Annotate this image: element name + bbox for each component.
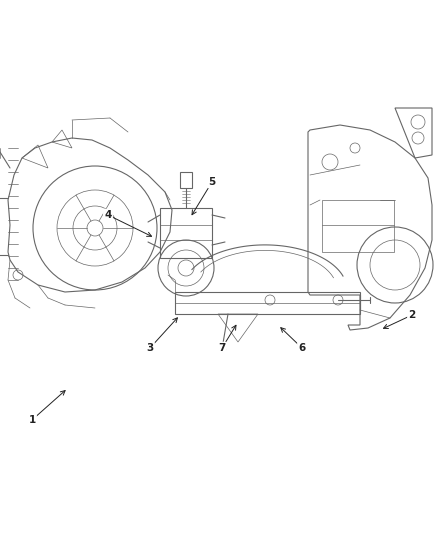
Text: 6: 6 — [298, 343, 306, 353]
Text: 5: 5 — [208, 177, 215, 187]
Text: 4: 4 — [104, 210, 112, 220]
Text: 7: 7 — [218, 343, 226, 353]
Text: 2: 2 — [408, 310, 416, 320]
Text: 3: 3 — [146, 343, 154, 353]
Text: 1: 1 — [28, 415, 35, 425]
